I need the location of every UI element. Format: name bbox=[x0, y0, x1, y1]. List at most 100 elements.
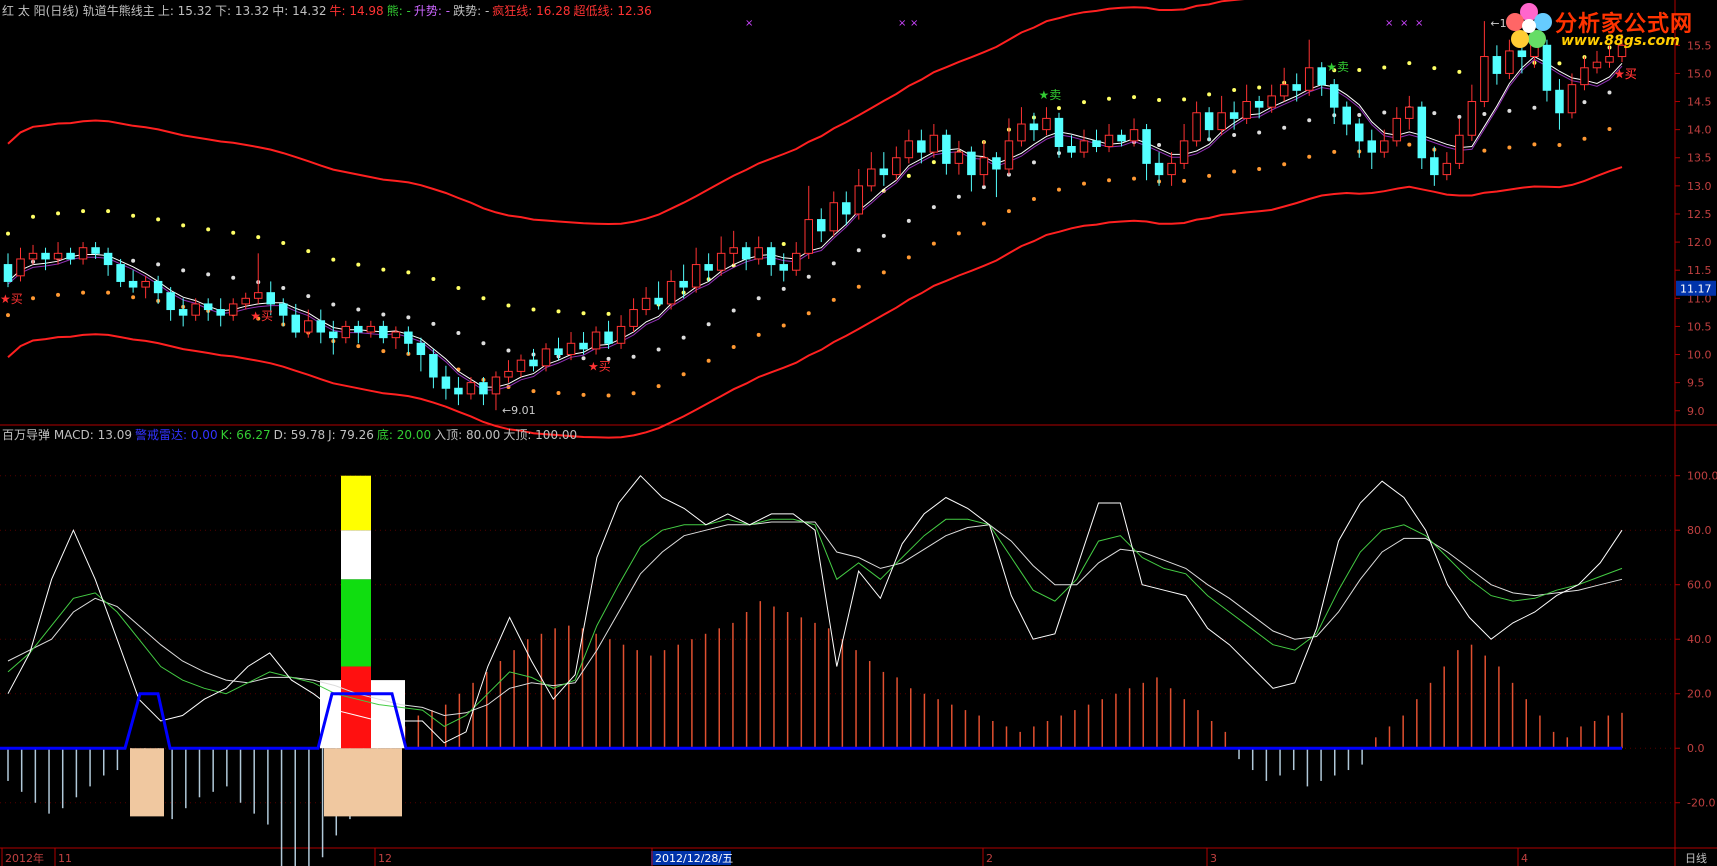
indicator-header-item: 大顶: 100.00 bbox=[503, 428, 578, 442]
upper-dot-band bbox=[606, 311, 611, 316]
lower-dot-band bbox=[1557, 142, 1562, 147]
middle-dot-band bbox=[1582, 100, 1587, 105]
candle-body bbox=[91, 247, 100, 254]
candle-body bbox=[1292, 84, 1301, 91]
lower-dot-band bbox=[756, 332, 761, 337]
middle-dot-band bbox=[756, 296, 761, 301]
candle-body bbox=[241, 297, 250, 305]
lower-dot-band bbox=[1307, 154, 1312, 159]
middle-dot-band bbox=[181, 268, 186, 273]
upper-dot-band bbox=[531, 307, 536, 312]
time-axis-label: 11 bbox=[58, 852, 72, 865]
indicator-header-item: 底: 20.00 bbox=[376, 428, 432, 442]
top-marker: × bbox=[1415, 18, 1423, 29]
price-tick-label: 9.5 bbox=[1687, 377, 1705, 390]
middle-dot-band bbox=[381, 312, 386, 317]
candle-body bbox=[967, 151, 976, 176]
candle-body bbox=[917, 140, 926, 153]
lower-dot-band bbox=[781, 323, 786, 328]
candle-body bbox=[791, 252, 801, 271]
candle-body bbox=[666, 280, 676, 305]
price-tick-label: 14.5 bbox=[1687, 96, 1712, 109]
lower-dot-band bbox=[256, 316, 261, 321]
candle-body bbox=[479, 382, 488, 395]
middle-dot-band bbox=[706, 322, 711, 327]
lower-dot-band bbox=[56, 292, 61, 297]
main-header-item: 中: 14.32 bbox=[272, 4, 327, 18]
candle-body bbox=[867, 168, 876, 187]
upper-dot-band bbox=[781, 241, 786, 246]
main-header-item: 跌势: - bbox=[453, 4, 490, 18]
middle-dot-band bbox=[1507, 108, 1512, 113]
candle-body bbox=[66, 252, 75, 260]
candle-body bbox=[53, 252, 63, 260]
candle-body bbox=[304, 320, 313, 333]
lower-dot-band bbox=[831, 297, 836, 302]
lower-dot-band bbox=[1132, 176, 1137, 181]
candle-body bbox=[854, 185, 864, 215]
middle-dot-band bbox=[1232, 132, 1237, 137]
upper-dot-band bbox=[1182, 97, 1187, 102]
kdj-d-line bbox=[7, 521, 1623, 717]
candle-body bbox=[1267, 95, 1276, 108]
candle-body bbox=[817, 219, 826, 232]
candle-body bbox=[1342, 106, 1351, 125]
candle-body bbox=[679, 280, 688, 288]
candle-body bbox=[629, 309, 638, 327]
upper-dot-band bbox=[81, 209, 86, 214]
white-ma-line bbox=[7, 55, 1623, 388]
lower-dot-band bbox=[606, 393, 611, 398]
time-axis-label: 3 bbox=[1210, 852, 1217, 865]
candle-body bbox=[116, 264, 125, 282]
candle-body bbox=[1054, 117, 1064, 148]
middle-dot-band bbox=[731, 308, 736, 313]
buy-signal: ★买 bbox=[250, 309, 273, 323]
lower-dot-band bbox=[656, 384, 661, 389]
lower-dot-band bbox=[1282, 162, 1287, 167]
candle-body bbox=[441, 376, 451, 389]
upper-dot-band bbox=[456, 286, 461, 290]
candle-body bbox=[1580, 67, 1589, 86]
radar-box bbox=[324, 748, 402, 817]
buy-signal: ★买 bbox=[1614, 67, 1637, 81]
indicator-header-item: 警戒雷达: 0.00 bbox=[135, 428, 218, 442]
candle-body bbox=[566, 342, 576, 356]
candle-body bbox=[829, 202, 839, 232]
indicator-header-item: 入顶: 80.00 bbox=[434, 428, 501, 442]
lower-dot-band bbox=[1407, 142, 1412, 147]
middle-dot-band bbox=[806, 274, 811, 279]
candle-body bbox=[103, 252, 113, 266]
signal-bar-green bbox=[341, 579, 371, 667]
indicator-tick-label: 100.0 bbox=[1687, 470, 1717, 483]
candle-body bbox=[1317, 67, 1326, 86]
candle-body bbox=[1079, 140, 1089, 153]
middle-dot-band bbox=[431, 321, 436, 326]
lower-dot-band bbox=[81, 290, 86, 295]
candle-body bbox=[1542, 44, 1552, 91]
candle-body bbox=[1129, 129, 1139, 142]
lower-dot-band bbox=[1607, 127, 1612, 132]
main-header-item: 熊: - bbox=[386, 4, 411, 18]
candle-body bbox=[529, 359, 538, 367]
middle-dot-band bbox=[1307, 118, 1312, 123]
candle-body bbox=[1505, 50, 1514, 74]
candle-body bbox=[1592, 61, 1602, 69]
candle-body bbox=[1179, 140, 1189, 164]
lower-dot-band bbox=[556, 390, 561, 395]
upper-dot-band bbox=[1332, 68, 1337, 73]
candle-body bbox=[992, 157, 1001, 170]
candle-body bbox=[779, 264, 788, 271]
signal-bar-red bbox=[341, 666, 371, 749]
lower-dot-band bbox=[106, 290, 111, 295]
price-tick-label: 15.5 bbox=[1687, 39, 1712, 52]
price-tick-label: 10.0 bbox=[1687, 349, 1712, 362]
radar-box bbox=[130, 748, 164, 817]
lower-dot-band bbox=[1232, 169, 1237, 174]
candle-body bbox=[1029, 123, 1039, 131]
logo-title: 分析家公式网 bbox=[1555, 12, 1694, 37]
upper-dot-band bbox=[1257, 85, 1262, 90]
date-highlight bbox=[651, 851, 731, 865]
top-marker: × bbox=[1400, 18, 1408, 29]
lower-dot-band bbox=[931, 241, 936, 246]
